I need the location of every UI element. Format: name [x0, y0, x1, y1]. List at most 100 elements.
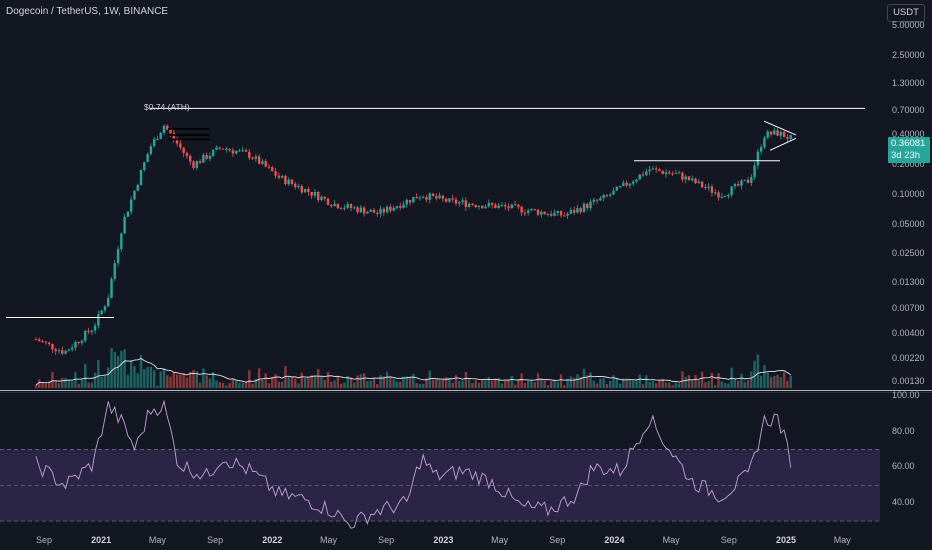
volume-bar: [192, 369, 195, 388]
candle: [595, 198, 599, 204]
candle-body: [651, 168, 655, 170]
candle: [300, 184, 304, 195]
volume-bar: [38, 379, 41, 388]
volume-bar: [579, 377, 582, 388]
candle: [549, 210, 553, 218]
candle-body: [317, 191, 320, 201]
volume-bar: [638, 374, 641, 388]
candle-body: [336, 203, 340, 209]
volume-bar: [661, 378, 664, 388]
currency-button[interactable]: USDT: [887, 4, 925, 22]
candle-body: [467, 203, 471, 207]
candle: [481, 205, 484, 209]
volume-bar: [723, 383, 727, 388]
volume-bar: [185, 377, 189, 388]
volume-bar: [339, 383, 343, 388]
candle: [605, 193, 609, 198]
candle: [67, 348, 71, 352]
candle-body: [687, 176, 691, 181]
rsi-line: [35, 399, 792, 529]
price-tick-label: 0.20000: [892, 158, 925, 169]
candle: [297, 183, 300, 190]
candle-body: [782, 131, 786, 138]
candle-body: [631, 181, 635, 184]
candle: [494, 202, 497, 209]
candle-body: [136, 184, 139, 191]
volume-bar: [205, 375, 208, 388]
volume-bar: [759, 375, 763, 388]
volume-bar: [625, 378, 628, 388]
volume-bar: [257, 368, 261, 388]
volume-bar: [497, 377, 500, 388]
volume-bar: [74, 372, 77, 388]
volume-bar: [97, 359, 100, 388]
volume-bar: [307, 377, 310, 388]
volume-bar: [169, 376, 172, 388]
candle-body: [536, 209, 540, 215]
candle-body: [763, 137, 766, 147]
candle-body: [779, 131, 783, 136]
candle: [714, 188, 717, 196]
candle-body: [34, 339, 38, 341]
candle-body: [654, 168, 658, 170]
candle: [635, 178, 638, 184]
candle: [622, 179, 625, 187]
candle: [704, 184, 707, 190]
candle: [320, 195, 323, 202]
candle-body: [750, 176, 753, 183]
candle: [628, 183, 632, 189]
candle-body: [57, 350, 61, 352]
volume-bar: [438, 379, 441, 388]
volume-bar: [280, 381, 284, 388]
candle-body: [759, 146, 763, 152]
candle-body: [264, 161, 267, 167]
candle-body: [159, 132, 162, 139]
candle: [609, 193, 612, 198]
candle-body: [743, 179, 746, 181]
candle-body: [540, 211, 543, 215]
candle-body: [717, 192, 720, 198]
candle-body: [382, 208, 386, 213]
last-price-value: 0.36081: [891, 138, 926, 149]
symbol-title: Dogecoin / TetherUS, 1W, BINANCE: [6, 6, 169, 17]
volume-bar: [44, 383, 48, 388]
candle: [677, 170, 681, 174]
candle-body: [356, 207, 359, 213]
candle-body: [773, 130, 776, 135]
candle-body: [546, 213, 550, 215]
candle: [359, 204, 363, 213]
candle: [684, 174, 687, 184]
candle-body: [323, 196, 326, 199]
candle-body: [310, 191, 313, 196]
candle: [412, 196, 415, 203]
candle-body: [376, 212, 379, 214]
candle-body: [576, 208, 579, 213]
volume-bar: [290, 376, 294, 388]
volume-bar: [549, 380, 553, 388]
candle: [779, 130, 783, 140]
volume-bar: [110, 348, 113, 388]
candle: [231, 147, 235, 157]
volume-bar: [441, 378, 445, 388]
volume-bar: [720, 381, 723, 388]
candle: [159, 131, 162, 140]
price-tick-label: 5.00000: [892, 20, 925, 30]
volume-bar: [490, 380, 494, 388]
candle-body: [412, 196, 415, 203]
candle-body: [248, 151, 251, 158]
candle-body: [175, 139, 179, 144]
candle: [70, 344, 74, 352]
volume-bar: [218, 382, 221, 388]
candle-body: [513, 204, 517, 206]
candle: [451, 194, 454, 203]
candle: [87, 327, 90, 334]
candle-body: [179, 143, 182, 148]
candle-body: [234, 151, 238, 154]
candle-body: [504, 205, 507, 207]
candle: [789, 134, 792, 141]
candle: [57, 348, 61, 354]
candle-body: [254, 156, 258, 159]
candle: [776, 128, 779, 137]
rsi-tick-label: 100.00: [892, 390, 920, 400]
